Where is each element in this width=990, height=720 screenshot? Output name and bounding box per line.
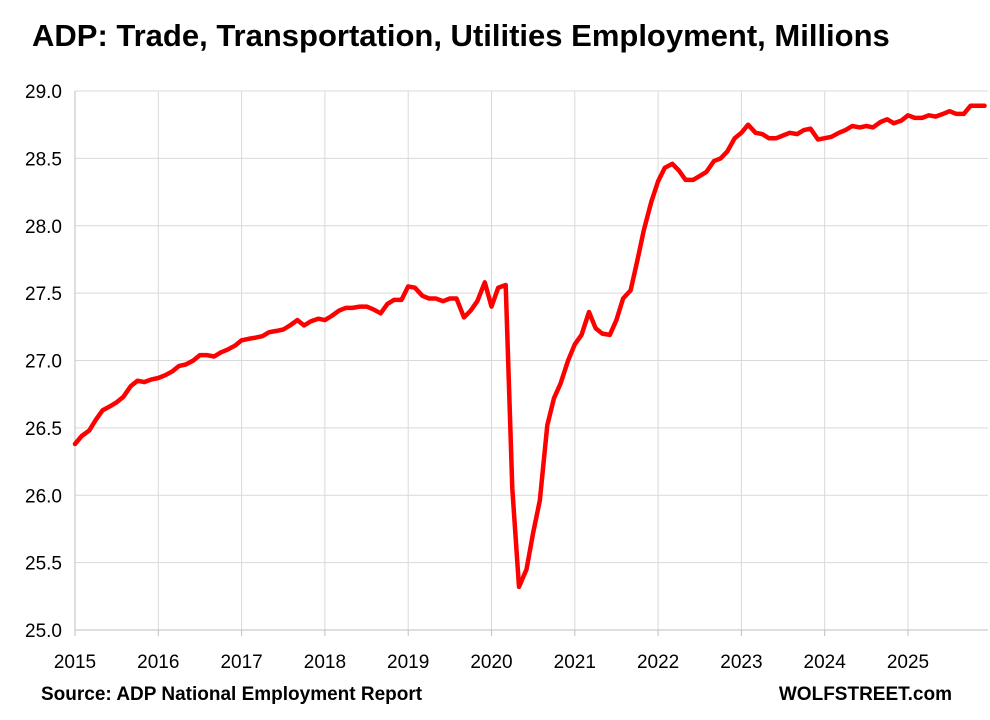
y-tick-label: 25.5 xyxy=(25,554,62,575)
x-tick-label: 2021 xyxy=(554,652,596,673)
grid-layer xyxy=(75,90,988,630)
axis-layer xyxy=(74,91,988,636)
series-layer xyxy=(72,103,987,590)
x-tick-labels: 2015 2016 2017 2018 2019 2020 2021 2022 2023 2024… xyxy=(54,652,929,673)
x-tick-label: 2019 xyxy=(387,652,429,673)
x-tick-label: 2024 xyxy=(804,652,847,673)
y-tick-label: 28.0 xyxy=(25,217,62,238)
x-tick-label: 2016 xyxy=(137,652,179,673)
x-tick-label: 2025 xyxy=(887,652,929,673)
y-tick-label: 27.0 xyxy=(25,352,62,373)
chart-title: ADP: Trade, Transportation, Utilities Em… xyxy=(32,18,890,53)
y-tick-label: 26.0 xyxy=(25,486,62,507)
y-tick-label: 29.0 xyxy=(25,82,62,103)
x-tick-label: 2023 xyxy=(720,652,762,673)
x-tick-label: 2020 xyxy=(470,652,512,673)
brand-label: WOLFSTREET.com xyxy=(778,684,952,705)
y-tick-label: 26.5 xyxy=(25,419,62,440)
y-tick-label: 28.5 xyxy=(25,149,62,170)
x-tick-label: 2015 xyxy=(54,652,96,673)
y-tick-labels: 25.0 25.5 26.0 26.5 27.0 27.5 28.0 28.5 29.0 xyxy=(25,82,62,642)
x-tick-label: 2022 xyxy=(637,652,679,673)
source-note: Source: ADP National Employment Report xyxy=(41,684,423,705)
series-line xyxy=(72,103,987,590)
x-tick-label: 2018 xyxy=(304,652,346,673)
y-tick-label: 25.0 xyxy=(25,621,62,642)
x-tick-label: 2017 xyxy=(220,652,262,673)
y-tick-label: 27.5 xyxy=(25,284,62,305)
